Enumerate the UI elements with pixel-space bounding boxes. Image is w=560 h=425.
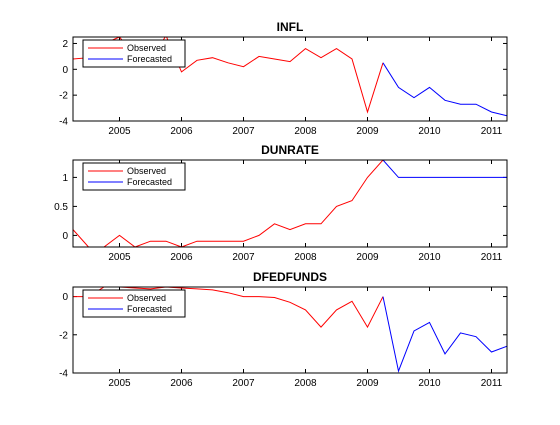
y-tick-label: 2 bbox=[62, 39, 68, 50]
x-tick-label: 2008 bbox=[294, 378, 317, 389]
y-tick-label: 0 bbox=[62, 65, 68, 76]
y-tick-label: -2 bbox=[59, 330, 68, 341]
x-tick-label: 2007 bbox=[232, 252, 255, 263]
legend-label-forecasted: Forecasted bbox=[127, 304, 172, 314]
legend-box bbox=[82, 39, 186, 68]
x-tick-label: 2006 bbox=[170, 252, 193, 263]
x-tick-label: 2006 bbox=[170, 378, 193, 389]
x-tick-label: 2011 bbox=[481, 126, 503, 137]
x-tick-label: 2009 bbox=[356, 126, 379, 137]
axes-frame bbox=[72, 159, 508, 248]
legend-box bbox=[82, 162, 186, 191]
subplot-2: DUNRATE 2005 2006 2007 2008 2009 2010 2011 0 0.5 1… bbox=[54, 143, 508, 263]
axes-frame bbox=[72, 36, 508, 122]
axes-frame bbox=[72, 286, 508, 374]
y-tick-label: 0 bbox=[62, 231, 68, 242]
chart-title: DFEDFUNDS bbox=[253, 270, 327, 284]
chart-title: INFL bbox=[277, 20, 304, 34]
x-tick-label: 2005 bbox=[108, 126, 131, 137]
series-line-observed bbox=[73, 160, 384, 247]
chart-title: DUNRATE bbox=[261, 143, 319, 157]
legend-box bbox=[82, 289, 186, 318]
y-tick-label: -4 bbox=[59, 117, 68, 128]
x-tick-label: 2010 bbox=[418, 252, 441, 263]
x-tick-label: 2006 bbox=[170, 126, 193, 137]
y-tick-label: 0 bbox=[62, 292, 68, 303]
x-tick-label: 2009 bbox=[356, 378, 379, 389]
legend-label-observed: Observed bbox=[127, 293, 166, 303]
y-tick-label: -2 bbox=[59, 91, 68, 102]
legend-label-observed: Observed bbox=[127, 166, 166, 176]
x-tick-label: 2010 bbox=[418, 126, 441, 137]
y-tick-label: 1 bbox=[62, 173, 68, 184]
x-tick-label: 2005 bbox=[108, 378, 131, 389]
x-tick-label: 2010 bbox=[418, 378, 441, 389]
y-tick-label: 0.5 bbox=[54, 202, 68, 213]
subplot-1: INFL 2005 2006 2007 2008 2009 2010 2011 -4 -2 0 2 Ob… bbox=[59, 20, 508, 137]
x-tick-label: 2008 bbox=[294, 252, 317, 263]
y-tick-label: -4 bbox=[59, 369, 68, 380]
subplot-3: DFEDFUNDS 2005 2006 2007 2008 2009 2010 2011 -4 -… bbox=[59, 270, 508, 389]
x-tick-label: 2005 bbox=[108, 252, 131, 263]
x-tick-label: 2011 bbox=[481, 252, 503, 263]
x-tick-label: 2007 bbox=[232, 126, 255, 137]
series-line-forecasted bbox=[382, 62, 507, 117]
x-tick-label: 2008 bbox=[294, 126, 317, 137]
legend-label-forecasted: Forecasted bbox=[127, 54, 172, 64]
x-tick-label: 2011 bbox=[481, 378, 503, 389]
x-tick-label: 2009 bbox=[356, 252, 379, 263]
series-line-forecasted bbox=[382, 296, 507, 373]
x-tick-label: 2007 bbox=[232, 378, 255, 389]
legend-label-forecasted: Forecasted bbox=[127, 177, 172, 187]
legend-label-observed: Observed bbox=[127, 43, 166, 53]
series-line-forecasted bbox=[382, 160, 507, 178]
